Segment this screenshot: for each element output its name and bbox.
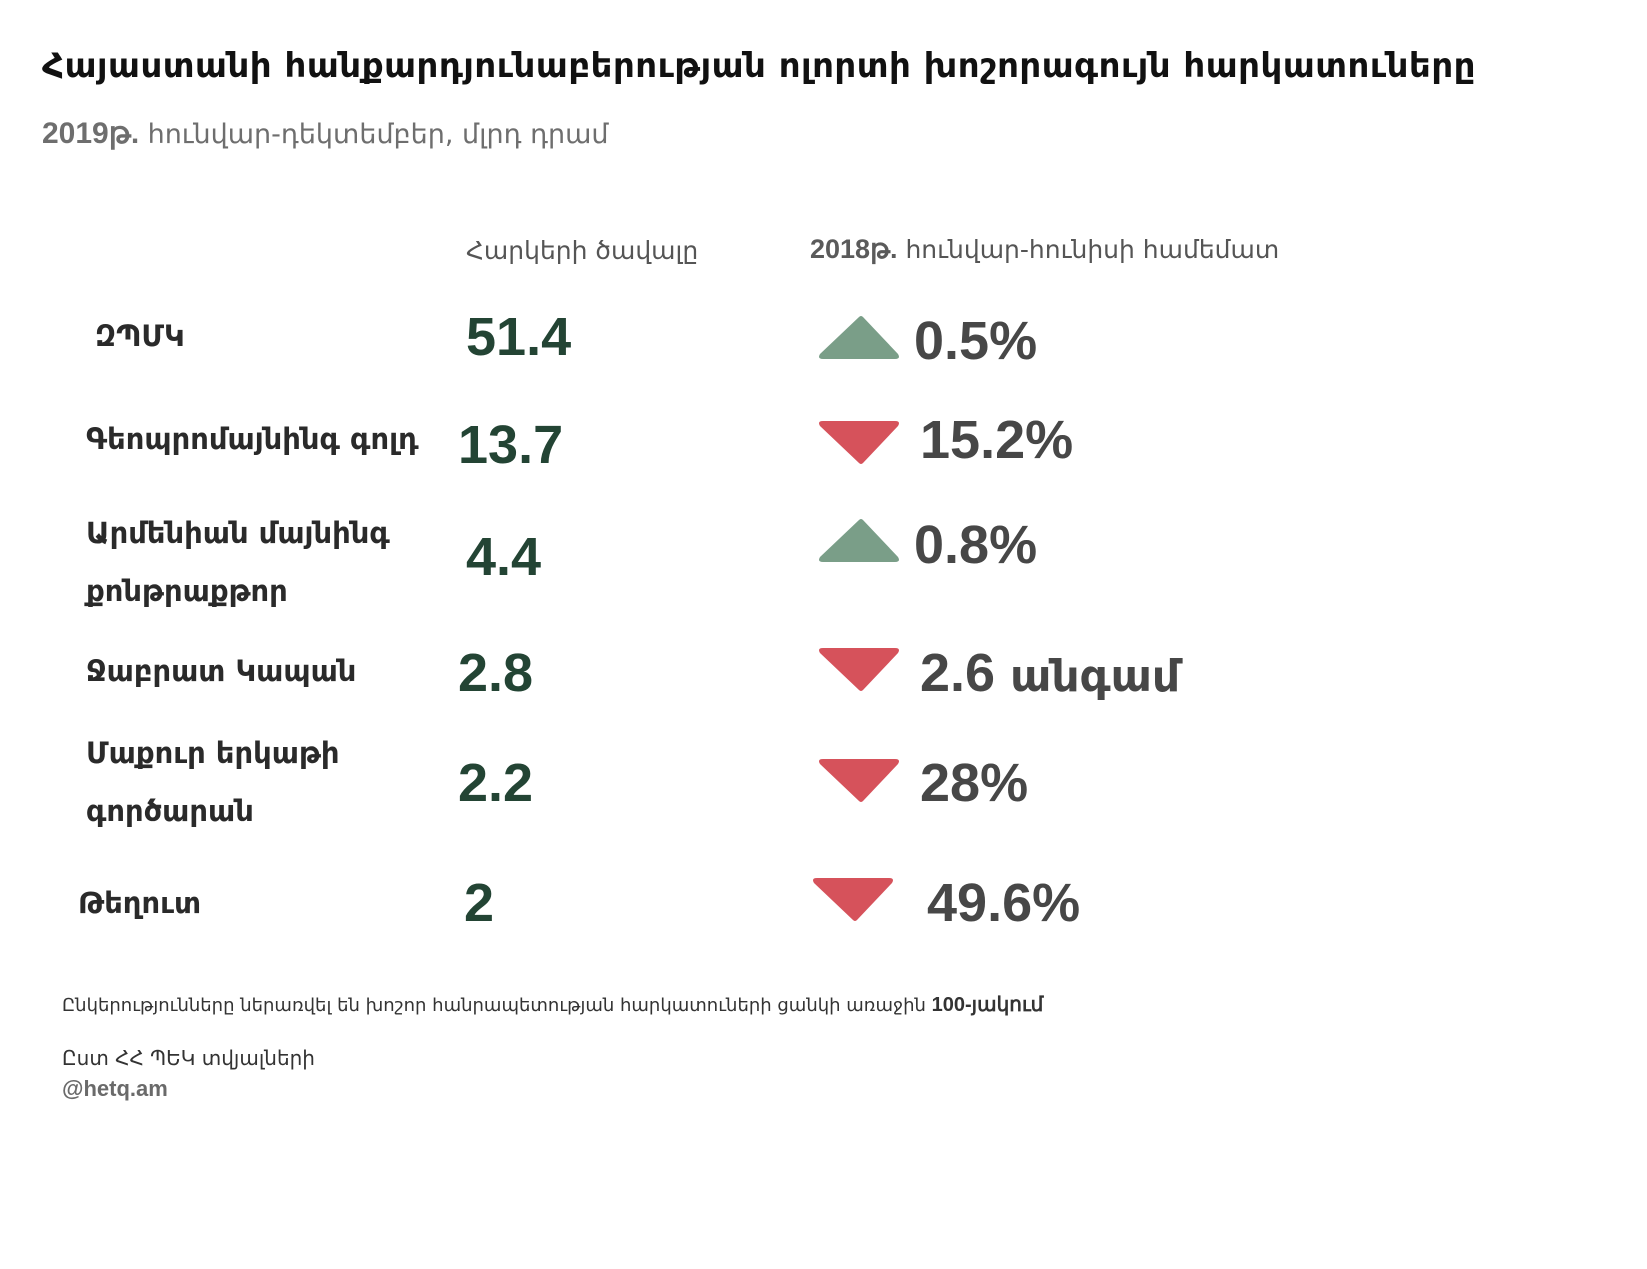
row-label-2: Գեոպրոմայնինգ գոլդ: [86, 422, 419, 456]
arrow-down-icon: [819, 648, 899, 691]
footnote-text: Ընկերությունները ներառվել են խոշոր հանրա…: [62, 995, 926, 1016]
row-label-3: Արմենիան մայնինգ քոնթրաքթոր: [86, 516, 390, 608]
triangle-down-shape: [813, 878, 893, 921]
arrow-up-icon: [819, 519, 899, 562]
row-change-2: 15.2%: [920, 409, 1073, 471]
footnote: Ընկերությունները ներառվել են խոշոր հանրա…: [62, 992, 1043, 1017]
row-label-6: Թեղուտ: [78, 886, 202, 920]
subtitle-year: 2019թ.: [42, 117, 140, 150]
row-label-4: Ջաբրատ Կապան: [86, 654, 357, 688]
row-change-suffix-4: անգամ: [1010, 651, 1181, 702]
row-change-value-3: 0.8%: [914, 515, 1038, 575]
row-change-value-6: 49.6%: [927, 873, 1081, 933]
row-change-value-2: 15.2%: [920, 410, 1074, 470]
triangle-up-shape: [819, 316, 899, 359]
site-handle: @hetq.am: [62, 1076, 168, 1101]
arrow-down-icon: [819, 759, 899, 802]
subtitle-period-units: հունվար-դեկտեմբեր, մլրդ դրամ: [147, 119, 609, 150]
row-change-1: 0.5%: [914, 310, 1037, 372]
arrow-down-icon: [819, 421, 899, 464]
triangle-down-shape: [819, 759, 899, 802]
column-header-change-year: 2018թ.: [810, 234, 898, 264]
column-header-change-text: հունվար-հունիսի համեմատ: [905, 235, 1280, 264]
row-change-value-5: 28%: [920, 753, 1029, 813]
row-change-value-1: 0.5%: [914, 311, 1038, 371]
source-note: Ըստ ՀՀ ՊԵԿ տվյալների: [62, 1046, 315, 1070]
chart-title: Հայաստանի հանքարդյունաբերության ոլորտի խ…: [42, 46, 1476, 86]
column-header-change: 2018թ. հունվար-հունիսի համեմատ: [810, 234, 1279, 265]
column-header-amount: Հարկերի ծավալը: [466, 236, 699, 265]
footnote-number: 100-յակում: [931, 994, 1044, 1016]
row-label-5: Մաքուր երկաթի գործարան: [86, 736, 340, 828]
row-change-5: 28%: [920, 752, 1028, 814]
row-change-value-4: 2.6: [920, 643, 996, 703]
row-change-4: 2.6 անգամ: [920, 642, 1180, 704]
triangle-down-shape: [819, 421, 899, 464]
row-value-4: 2.8: [458, 643, 534, 703]
row-change-6: 49.6%: [927, 872, 1080, 934]
arrow-up-icon: [819, 316, 899, 359]
triangle-down-shape: [819, 648, 899, 691]
row-change-3: 0.8%: [914, 514, 1037, 576]
chart-subtitle: 2019թ. հունվար-դեկտեմբեր, մլրդ դրամ: [42, 116, 609, 151]
row-label-1: ԶՊՄԿ: [95, 319, 185, 353]
triangle-up-shape: [819, 519, 899, 562]
row-value-2: 13.7: [458, 415, 564, 475]
row-value-3: 4.4: [466, 527, 542, 587]
row-value-1: 51.4: [466, 307, 572, 367]
row-value-5: 2.2: [458, 753, 534, 813]
row-value-6: 2: [464, 873, 495, 933]
arrow-down-icon: [813, 878, 893, 921]
